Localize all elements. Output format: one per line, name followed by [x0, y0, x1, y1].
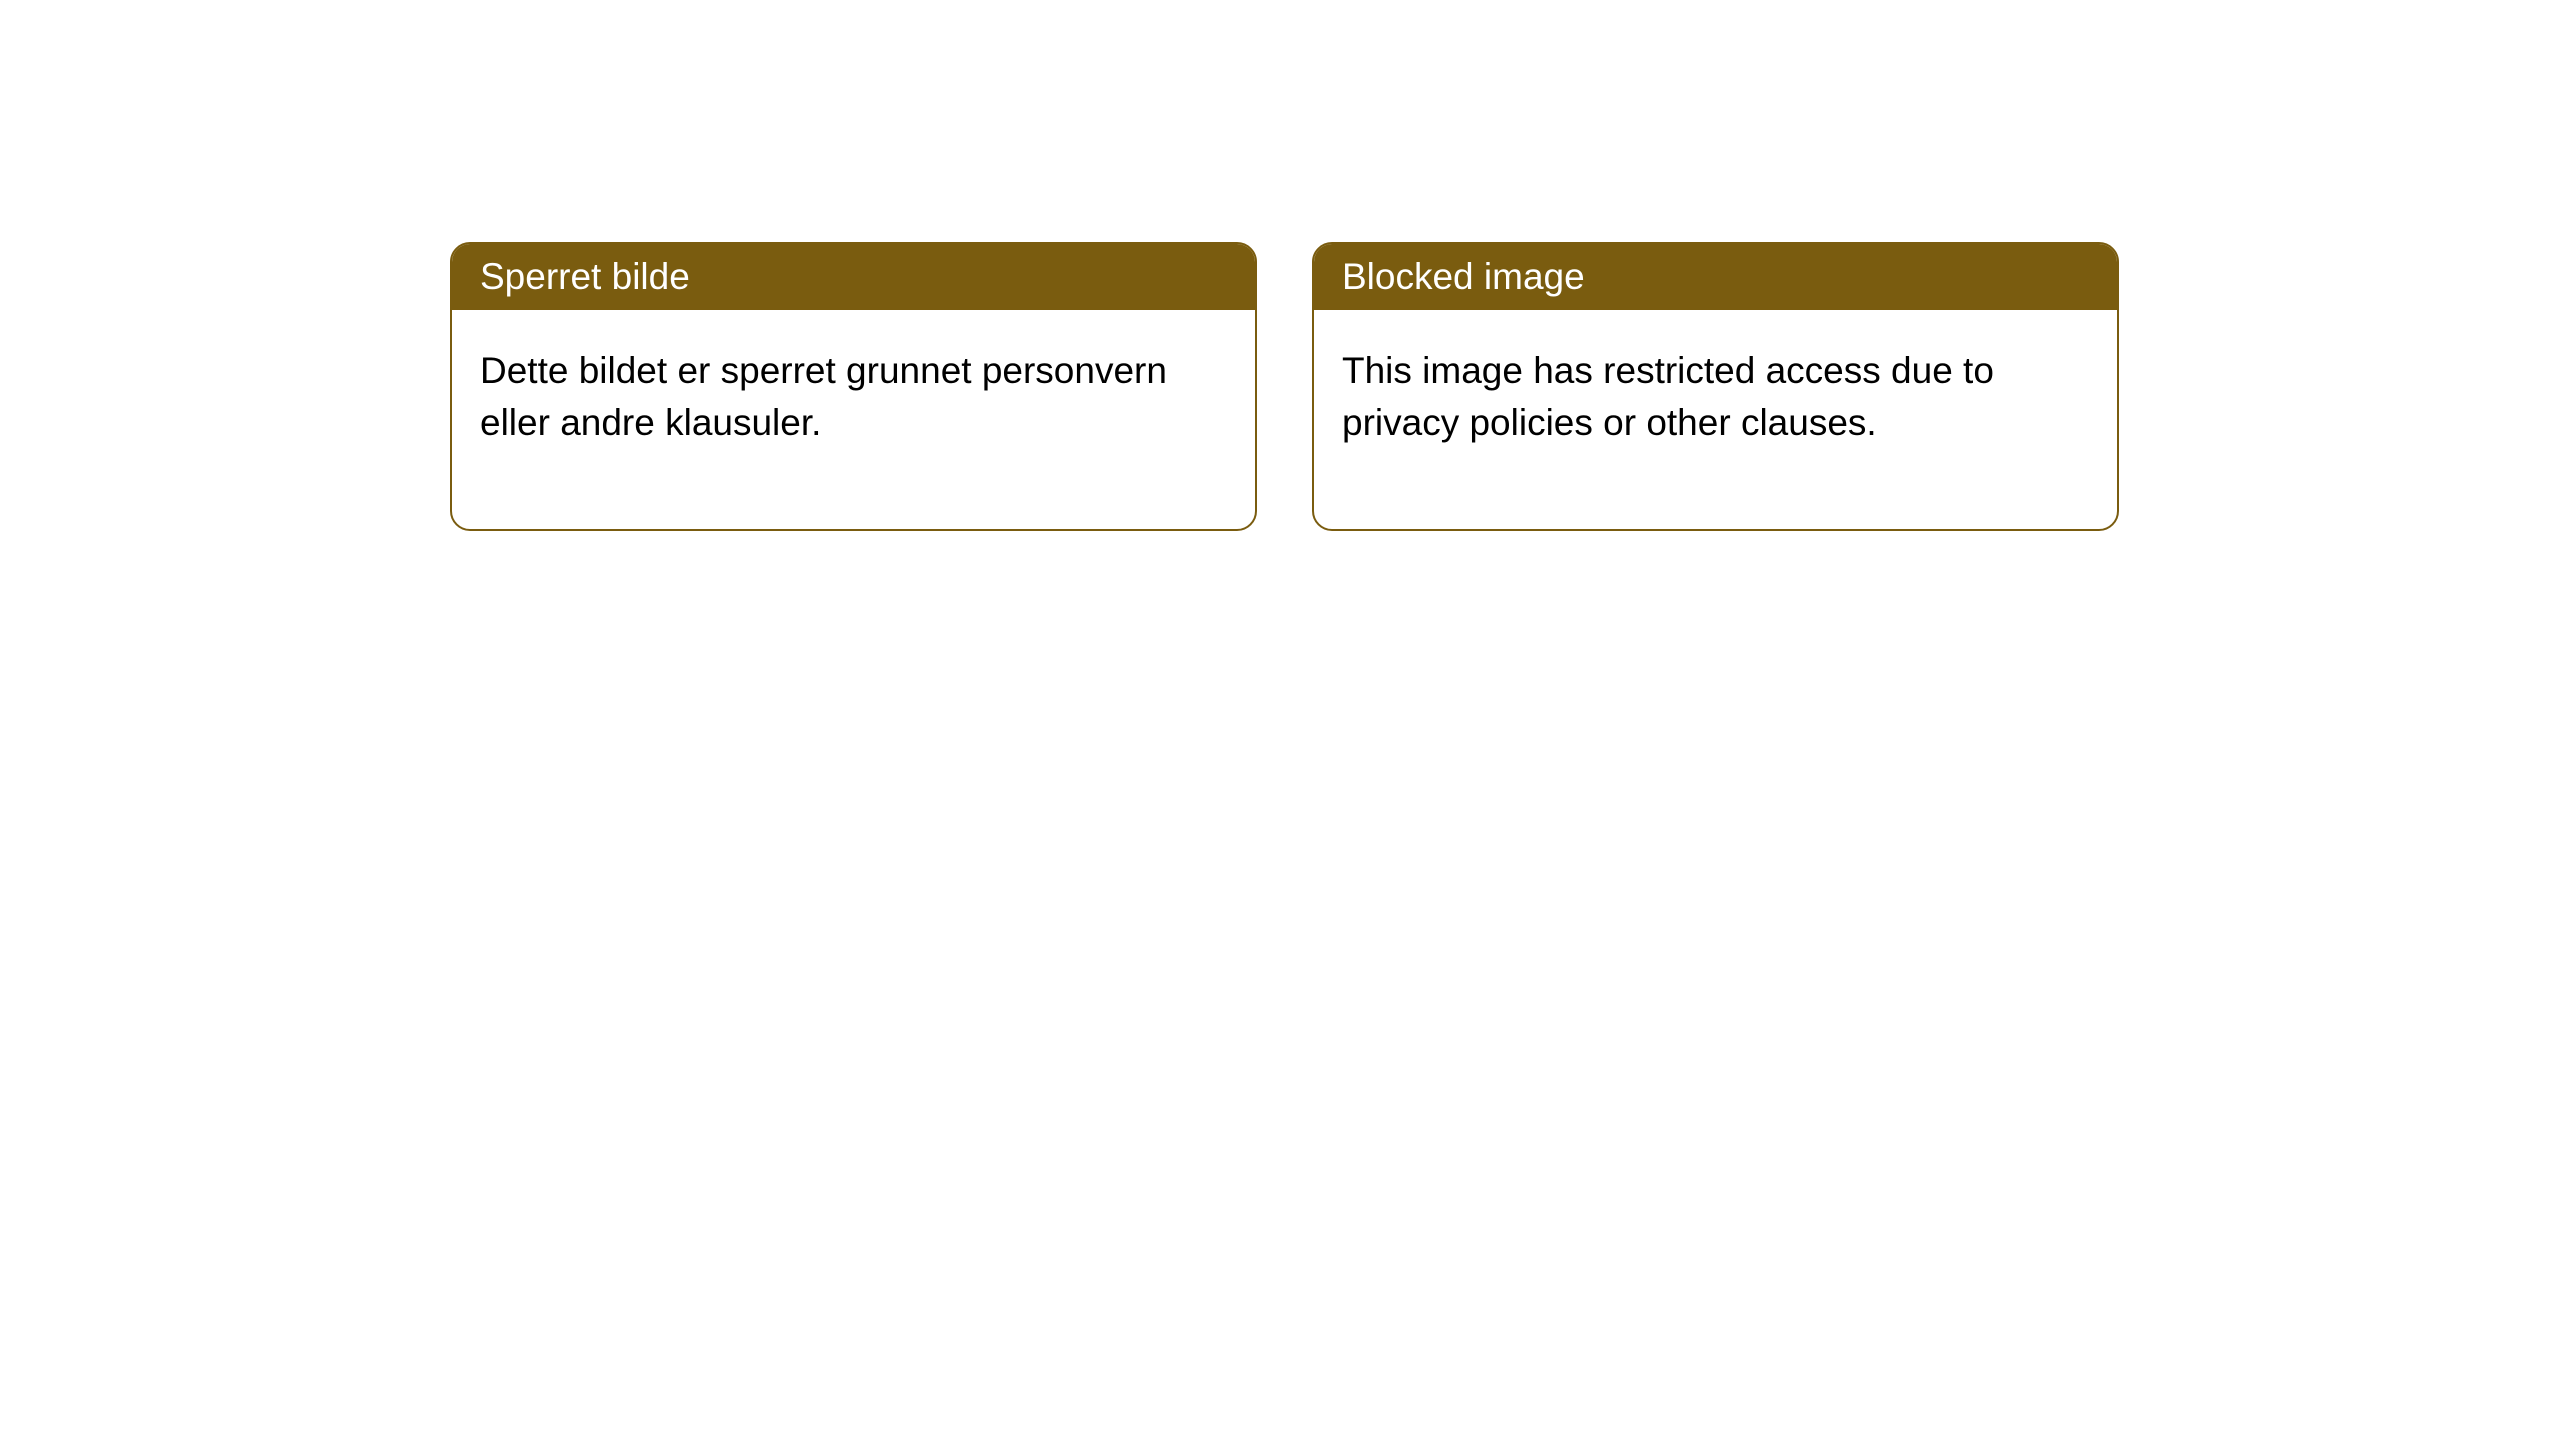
notice-container: Sperret bilde Dette bildet er sperret gr…: [450, 242, 2560, 531]
notice-body-english: This image has restricted access due to …: [1314, 310, 2117, 529]
notice-header-english: Blocked image: [1314, 244, 2117, 310]
notice-body-norwegian: Dette bildet er sperret grunnet personve…: [452, 310, 1255, 529]
notice-card-english: Blocked image This image has restricted …: [1312, 242, 2119, 531]
notice-text-norwegian: Dette bildet er sperret grunnet personve…: [480, 350, 1167, 443]
notice-header-norwegian: Sperret bilde: [452, 244, 1255, 310]
notice-title-english: Blocked image: [1342, 256, 1585, 297]
notice-text-english: This image has restricted access due to …: [1342, 350, 1994, 443]
notice-title-norwegian: Sperret bilde: [480, 256, 690, 297]
notice-card-norwegian: Sperret bilde Dette bildet er sperret gr…: [450, 242, 1257, 531]
